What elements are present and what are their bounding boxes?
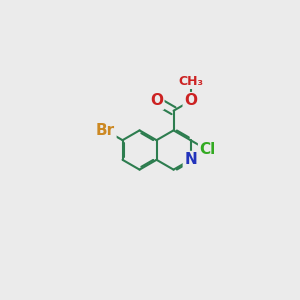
Text: N: N bbox=[184, 152, 197, 167]
Text: O: O bbox=[184, 93, 197, 108]
Text: Br: Br bbox=[96, 123, 115, 138]
Text: Cl: Cl bbox=[200, 142, 216, 158]
Text: CH₃: CH₃ bbox=[178, 75, 203, 88]
Text: O: O bbox=[150, 93, 163, 108]
